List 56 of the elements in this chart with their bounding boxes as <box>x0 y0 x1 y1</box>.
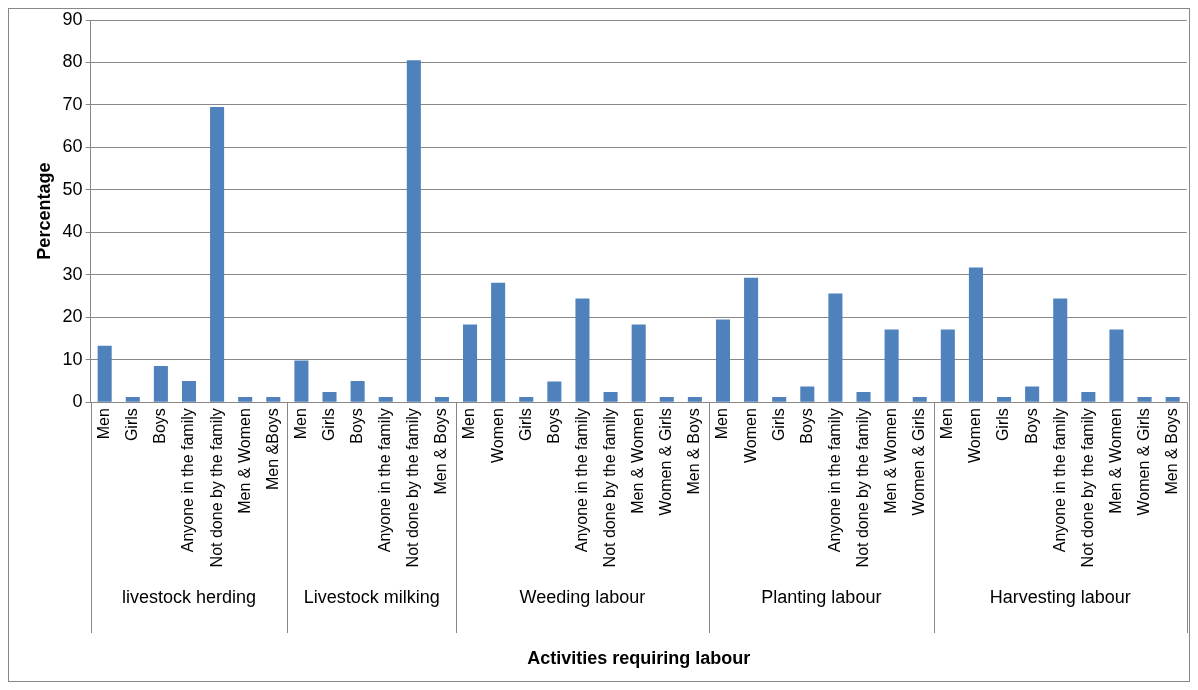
x-tick-label: Men <box>460 408 478 440</box>
y-tick-label: 90 <box>62 8 83 29</box>
x-tick-label: Men & Women <box>629 408 647 514</box>
text: livestock herding <box>121 587 257 607</box>
x-tick-label: Men & Boys <box>1163 408 1181 495</box>
x-tick-label: Men & Women <box>1106 408 1124 514</box>
x-tick-label: Not done by the family <box>1078 408 1096 568</box>
x-tick-label: Boys <box>348 408 366 444</box>
x-tick-label: Boys <box>797 408 815 444</box>
x-tick-label: Not done by the family <box>207 408 225 568</box>
y-tick-label: 50 <box>62 178 83 199</box>
x-tick-label: Men & Boys <box>685 408 703 495</box>
x-tick-label: Girls <box>994 408 1012 442</box>
x-tick-label: Girls <box>319 408 337 442</box>
x-tick-label: Women <box>488 408 506 464</box>
x-tick-label: Boys <box>544 408 562 444</box>
y-tick-label: 40 <box>62 221 83 242</box>
y-tick-label: 80 <box>62 51 83 72</box>
y-axis-title: Percentage <box>33 162 54 260</box>
y-tick-label: 0 <box>72 391 83 412</box>
x-tick-label: Anyone in the family <box>1050 408 1068 553</box>
x-tick-label: Anyone in the family <box>376 408 394 553</box>
x-tick-label: Women & Girls <box>657 408 675 516</box>
text: Harvesting labour <box>989 587 1131 607</box>
x-tick-label: Girls <box>516 408 534 442</box>
x-tick-label: Men &Boys <box>263 408 281 491</box>
x-tick-label: Men & Women <box>882 408 900 514</box>
x-tick-label: Anyone in the family <box>572 408 590 553</box>
y-tick-label: 70 <box>62 93 83 114</box>
x-tick-label: Men <box>713 408 731 440</box>
x-tick-label: Not done by the family <box>600 408 618 568</box>
x-tick-label: Women <box>966 408 984 464</box>
x-tick-label: Women & Girls <box>1134 408 1152 516</box>
x-tick-label: Boys <box>151 408 169 444</box>
x-tick-label: Men <box>95 408 113 440</box>
x-tick-label: Not done by the family <box>853 408 871 568</box>
x-tick-label: Men & Boys <box>432 408 450 495</box>
x-tick-label: Anyone in the family <box>179 408 197 553</box>
y-tick-label: 60 <box>62 136 83 157</box>
y-tick-label: 20 <box>62 306 83 327</box>
x-tick-label: Men <box>938 408 956 440</box>
x-tick-label: Women <box>741 408 759 464</box>
text: Planting labour <box>761 587 882 607</box>
x-tick-label: Women & Girls <box>910 408 928 516</box>
x-tick-label: Girls <box>123 408 141 442</box>
x-tick-label: Girls <box>769 408 787 442</box>
x-axis-title: Activities requiring labour <box>527 648 751 669</box>
x-tick-label: Not done by the family <box>404 408 422 568</box>
y-tick-label: 30 <box>62 263 83 284</box>
text: Weeding labour <box>519 587 646 607</box>
x-tick-label: Boys <box>1022 408 1040 444</box>
x-tick-label: Men & Women <box>235 408 253 514</box>
x-tick-label: Men <box>291 408 309 440</box>
text: Livestock milking <box>303 587 440 607</box>
y-tick-label: 10 <box>62 348 83 369</box>
x-tick-label: Anyone in the family <box>825 408 843 553</box>
